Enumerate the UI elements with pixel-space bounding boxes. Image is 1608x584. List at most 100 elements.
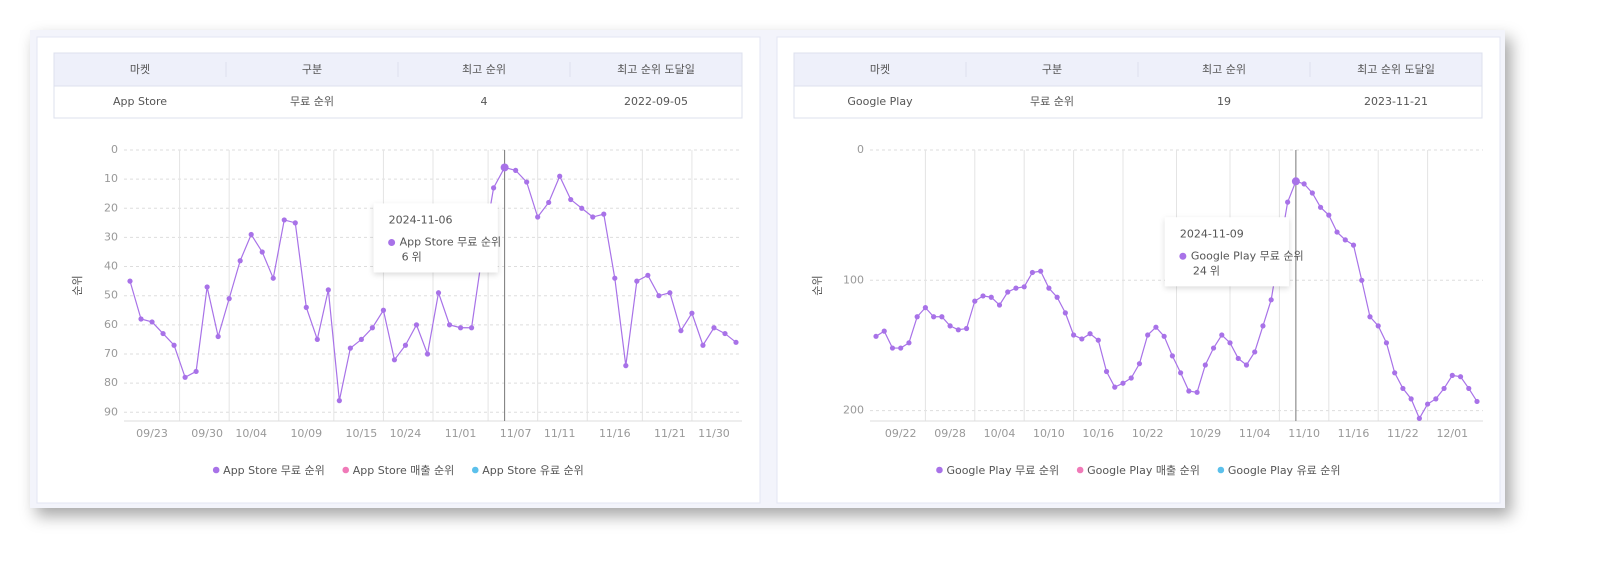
- point: [1169, 353, 1175, 359]
- hover-point: [500, 163, 509, 172]
- point: [889, 345, 896, 351]
- x-tick-label: 11/16: [599, 427, 631, 440]
- legend-label: App Store 매출 순위: [353, 464, 455, 477]
- point: [645, 272, 651, 278]
- point: [1433, 396, 1439, 402]
- point: [1252, 349, 1258, 355]
- point: [138, 316, 144, 322]
- point: [955, 327, 961, 333]
- x-tick-label: 10/15: [346, 427, 378, 440]
- point: [127, 278, 133, 284]
- point: [1087, 331, 1093, 337]
- point: [1243, 362, 1250, 368]
- point: [435, 290, 442, 296]
- point: [1326, 212, 1332, 218]
- point: [996, 302, 1003, 308]
- point: [931, 314, 937, 320]
- y-tick-label: 100: [843, 273, 864, 286]
- point: [1449, 372, 1455, 378]
- point: [270, 275, 276, 281]
- x-tick-label: 10/22: [1132, 427, 1164, 440]
- x-tick-label: 10/24: [390, 427, 422, 440]
- point: [524, 179, 530, 185]
- point: [1021, 284, 1027, 290]
- point: [402, 342, 409, 348]
- x-tick-label: 10/16: [1082, 427, 1114, 440]
- point: [557, 173, 563, 179]
- point: [1120, 380, 1126, 386]
- point: [623, 363, 629, 369]
- point: [1408, 396, 1414, 402]
- point: [1392, 370, 1398, 376]
- tooltip-series: App Store 무료 순위: [400, 235, 502, 248]
- point: [733, 339, 739, 345]
- legend-marker: [936, 466, 943, 474]
- y-tick-label: 50: [104, 289, 118, 302]
- x-tick-label: 11/21: [654, 427, 686, 440]
- tooltip-number: 24: [1193, 264, 1207, 277]
- point: [1359, 277, 1365, 283]
- x-tick-label: 09/22: [885, 427, 917, 440]
- point: [314, 336, 320, 343]
- point: [491, 185, 497, 191]
- point: [667, 290, 673, 296]
- x-tick-label: 11/30: [698, 427, 730, 440]
- legend-marker: [1217, 466, 1225, 474]
- point: [149, 319, 155, 325]
- point: [204, 284, 210, 290]
- point: [193, 368, 199, 375]
- y-tick-label: 30: [104, 230, 118, 243]
- x-tick-label: 09/28: [934, 427, 966, 440]
- point: [1029, 269, 1036, 276]
- table-row-bg: [793, 85, 1483, 119]
- table-header: 구분: [302, 63, 322, 76]
- point: [1210, 345, 1217, 351]
- point: [612, 275, 618, 281]
- point: [914, 314, 920, 320]
- table-header: 최고 순위 도달일: [617, 62, 695, 76]
- point: [1112, 384, 1118, 390]
- point: [1342, 237, 1348, 243]
- point: [590, 214, 596, 220]
- point: [1317, 204, 1324, 210]
- y-tick-label: 10: [104, 172, 118, 185]
- x-tick-label: 09/23: [136, 427, 168, 440]
- y-tick-label: 40: [104, 260, 118, 273]
- table-cell: Google Play: [847, 95, 913, 108]
- point: [1219, 332, 1225, 338]
- point: [1038, 268, 1044, 274]
- point: [1128, 375, 1134, 381]
- point: [972, 298, 978, 304]
- y-tick-label: 0: [857, 143, 864, 156]
- point: [1400, 385, 1406, 392]
- point: [711, 325, 717, 331]
- point: [546, 199, 552, 206]
- y-tick-label: 200: [843, 404, 864, 417]
- x-tick-label: 12/01: [1436, 427, 1468, 440]
- point: [1013, 285, 1019, 291]
- point: [1466, 385, 1472, 392]
- point: [980, 293, 986, 299]
- point: [898, 345, 904, 351]
- legend-label: Google Play 유료 순위: [1228, 464, 1341, 477]
- table-header: 최고 순위: [462, 63, 506, 76]
- point: [922, 305, 928, 311]
- table-cell: 19: [1217, 95, 1231, 108]
- point: [1309, 190, 1315, 196]
- point: [259, 249, 265, 255]
- tooltip-dot: [1179, 252, 1187, 260]
- point: [1334, 229, 1340, 235]
- point: [1425, 401, 1431, 407]
- point: [678, 328, 684, 334]
- tooltip-title: 2024-11-06: [389, 213, 453, 226]
- point: [226, 296, 232, 302]
- point: [1202, 362, 1208, 368]
- x-tick-label: 09/30: [191, 427, 223, 440]
- table-cell: 2023-11-21: [1364, 95, 1428, 108]
- y-tick-label: 60: [104, 318, 118, 331]
- point: [568, 196, 574, 203]
- point: [182, 374, 188, 380]
- table-cell: 4: [481, 95, 488, 108]
